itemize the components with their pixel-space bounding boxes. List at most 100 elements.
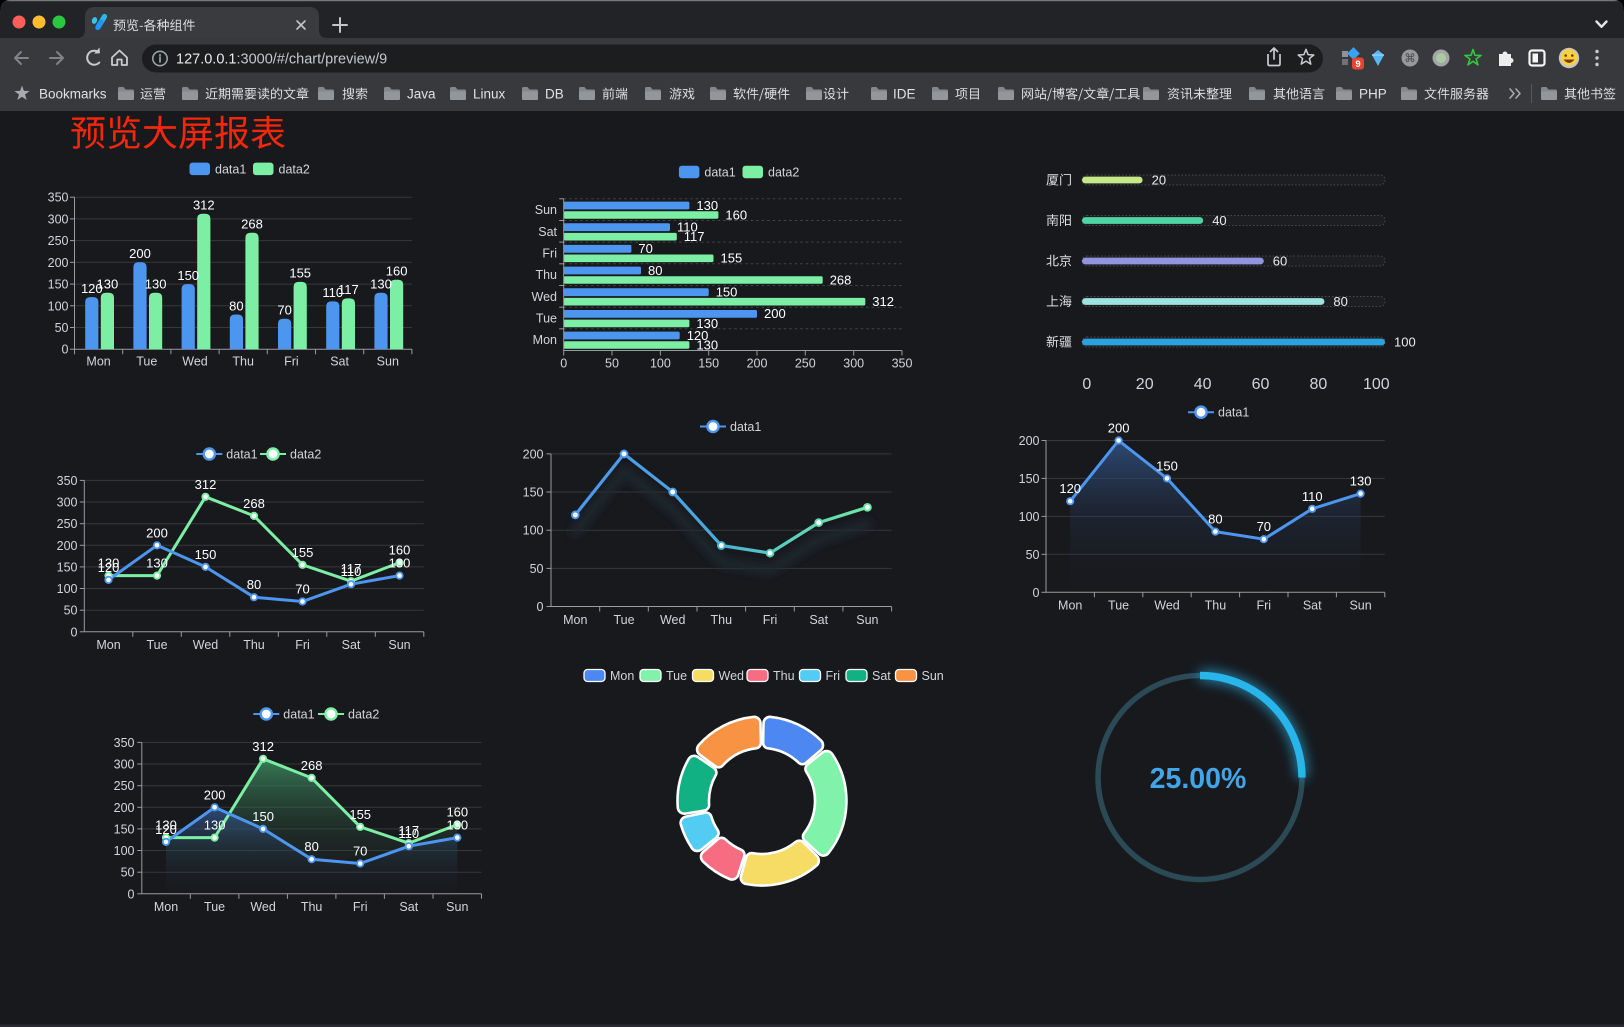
- svg-text:Thu: Thu: [232, 355, 254, 369]
- svg-text:Sun: Sun: [1349, 599, 1371, 613]
- svg-text:Mon: Mon: [533, 333, 557, 347]
- svg-text:200: 200: [1019, 434, 1040, 448]
- svg-text:200: 200: [129, 246, 151, 261]
- svg-text:100: 100: [57, 582, 78, 596]
- svg-text:Fri: Fri: [284, 355, 299, 369]
- svg-text:150: 150: [1019, 472, 1040, 486]
- svg-text:0: 0: [128, 887, 135, 901]
- svg-text:50: 50: [605, 357, 619, 371]
- svg-text:70: 70: [1257, 519, 1271, 534]
- svg-text:250: 250: [57, 517, 78, 531]
- svg-text:130: 130: [370, 277, 392, 292]
- svg-text:268: 268: [830, 272, 852, 287]
- svg-text:data2: data2: [348, 708, 379, 722]
- svg-text:268: 268: [241, 217, 263, 232]
- svg-text:Sat: Sat: [809, 613, 828, 627]
- svg-text:80: 80: [648, 263, 662, 278]
- svg-text:300: 300: [114, 758, 135, 772]
- svg-text:Tue: Tue: [146, 638, 167, 652]
- svg-text:350: 350: [57, 474, 78, 488]
- svg-text:150: 150: [698, 357, 719, 371]
- svg-text:155: 155: [292, 545, 314, 560]
- svg-text:50: 50: [530, 562, 544, 576]
- svg-text:200: 200: [523, 447, 544, 461]
- svg-text:Tue: Tue: [666, 669, 687, 683]
- svg-text:50: 50: [121, 866, 135, 880]
- svg-text:120: 120: [1059, 481, 1081, 496]
- svg-text:Wed: Wed: [719, 669, 745, 683]
- svg-text:Sun: Sun: [535, 203, 557, 217]
- svg-text:120: 120: [687, 328, 709, 343]
- svg-text:110: 110: [341, 564, 362, 579]
- svg-text:300: 300: [843, 357, 864, 371]
- svg-text:Sun: Sun: [388, 638, 410, 652]
- svg-text:100: 100: [114, 844, 135, 858]
- svg-text:IDE: IDE: [893, 87, 916, 102]
- svg-text:50: 50: [55, 321, 69, 335]
- svg-text:Wed: Wed: [532, 290, 558, 304]
- svg-text:130: 130: [389, 556, 411, 571]
- svg-text:312: 312: [252, 739, 274, 754]
- svg-text:Sat: Sat: [538, 225, 557, 239]
- svg-text:Thu: Thu: [711, 613, 733, 627]
- svg-text:data2: data2: [768, 166, 799, 180]
- svg-text:350: 350: [892, 357, 913, 371]
- svg-text:40: 40: [1212, 213, 1226, 228]
- svg-text:Fri: Fri: [542, 247, 557, 261]
- svg-text:150: 150: [523, 486, 544, 500]
- svg-text:160: 160: [386, 264, 408, 279]
- svg-text:120: 120: [81, 281, 103, 296]
- svg-text:Mon: Mon: [610, 669, 634, 683]
- svg-text:100: 100: [1363, 376, 1390, 393]
- svg-text:0: 0: [1033, 586, 1040, 600]
- svg-text:DB: DB: [545, 87, 564, 102]
- svg-text:312: 312: [872, 294, 894, 309]
- svg-text:120: 120: [98, 560, 120, 575]
- svg-text:250: 250: [795, 357, 816, 371]
- svg-text:Tue: Tue: [536, 312, 557, 326]
- svg-text:Mon: Mon: [1058, 599, 1082, 613]
- svg-text:200: 200: [204, 787, 226, 802]
- svg-text:Thu: Thu: [243, 638, 265, 652]
- svg-text:60: 60: [1273, 254, 1287, 269]
- svg-text:20: 20: [1152, 173, 1166, 188]
- svg-text:100: 100: [1019, 510, 1040, 524]
- svg-text:130: 130: [97, 277, 119, 292]
- svg-text:160: 160: [725, 207, 747, 222]
- svg-text:312: 312: [193, 198, 215, 213]
- svg-text:80: 80: [247, 577, 261, 592]
- svg-text:160: 160: [389, 543, 411, 558]
- svg-text:Sat: Sat: [1303, 599, 1322, 613]
- svg-text:50: 50: [64, 604, 78, 618]
- svg-text:Mon: Mon: [96, 638, 120, 652]
- svg-text:268: 268: [243, 496, 265, 511]
- svg-text:130: 130: [696, 316, 718, 331]
- svg-text:9: 9: [1355, 59, 1360, 70]
- svg-text:50: 50: [1026, 548, 1040, 562]
- svg-text:130: 130: [1350, 474, 1372, 489]
- svg-text:268: 268: [301, 758, 323, 773]
- svg-text:70: 70: [638, 241, 652, 256]
- svg-text:Fri: Fri: [295, 638, 310, 652]
- svg-text:200: 200: [146, 525, 168, 540]
- svg-text:250: 250: [114, 779, 135, 793]
- svg-text:117: 117: [338, 282, 359, 297]
- svg-text:150: 150: [57, 560, 78, 574]
- svg-text:150: 150: [716, 285, 738, 300]
- svg-text:130: 130: [204, 818, 226, 833]
- svg-text:data1: data1: [704, 166, 735, 180]
- svg-text:70: 70: [295, 582, 309, 597]
- svg-text:data1: data1: [283, 708, 314, 722]
- svg-text:117: 117: [341, 561, 362, 576]
- svg-text:117: 117: [684, 229, 705, 244]
- svg-text:80: 80: [1310, 376, 1328, 393]
- svg-text:Wed: Wed: [182, 355, 208, 369]
- svg-text:60: 60: [1252, 376, 1270, 393]
- svg-text:70: 70: [277, 303, 291, 318]
- svg-text:130: 130: [696, 337, 718, 352]
- svg-text:155: 155: [721, 251, 743, 266]
- svg-text:0: 0: [62, 343, 69, 357]
- svg-text:0: 0: [560, 357, 567, 371]
- svg-text:Bookmarks: Bookmarks: [39, 87, 107, 102]
- svg-text:Mon: Mon: [86, 355, 110, 369]
